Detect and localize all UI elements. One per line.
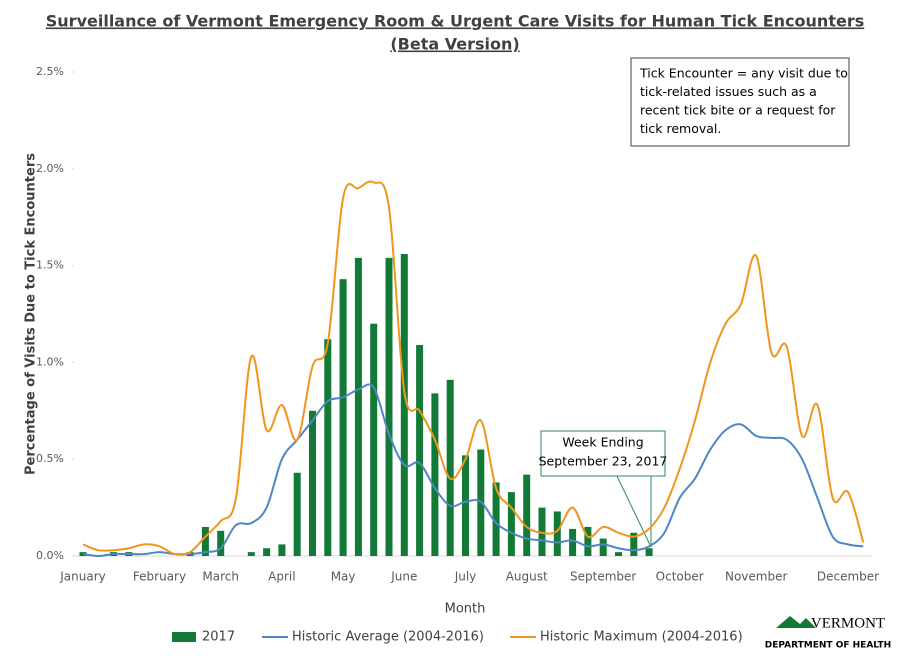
y-tick-label: 2.0% xyxy=(36,162,64,175)
bar xyxy=(507,492,515,556)
callout-box xyxy=(540,430,666,477)
bar xyxy=(630,532,638,556)
bar xyxy=(400,253,408,556)
x-tick-label: February xyxy=(133,570,186,584)
legend-swatch xyxy=(172,632,196,642)
bar xyxy=(492,482,500,556)
note-box xyxy=(630,57,850,147)
x-tick-label: August xyxy=(506,570,548,584)
x-tick-label: March xyxy=(202,570,239,584)
x-tick-label: September xyxy=(570,570,636,584)
y-tick-label: 1.5% xyxy=(36,259,64,272)
annotation-text: recent tick bite or a request for xyxy=(640,103,836,118)
bar xyxy=(462,455,469,556)
bar xyxy=(615,552,622,556)
bar xyxy=(599,538,607,556)
bar xyxy=(309,410,316,556)
bar xyxy=(523,474,531,556)
logo-icon xyxy=(776,616,816,628)
annotation-text: September 23, 2017 xyxy=(539,454,668,469)
x-tick-label: June xyxy=(390,570,417,584)
x-tick-label: July xyxy=(454,570,477,584)
annotation-text: Tick Encounter = any visit due to xyxy=(639,66,848,81)
x-tick-label: December xyxy=(817,570,879,584)
bar xyxy=(446,379,454,556)
y-tick-label: 1.0% xyxy=(36,355,64,368)
legend-label: 2017 xyxy=(202,630,235,645)
x-tick-label: October xyxy=(656,570,704,584)
legend-label: Historic Average (2004-2016) xyxy=(292,630,484,645)
annotation-text: tick-related issues such as a xyxy=(640,84,817,99)
bar xyxy=(263,548,271,556)
chart-subtitle: (Beta Version) xyxy=(390,35,519,54)
bar xyxy=(339,279,347,556)
line xyxy=(82,383,864,558)
bar xyxy=(324,339,332,556)
y-tick-label: 0.0% xyxy=(36,549,64,562)
bar xyxy=(569,528,577,556)
bar xyxy=(217,530,225,556)
bar xyxy=(431,393,439,556)
bar xyxy=(79,552,87,556)
x-tick-label: January xyxy=(59,570,106,584)
bar xyxy=(584,526,592,556)
callout-pointer xyxy=(616,475,652,548)
bar xyxy=(293,472,301,556)
chart-title: Surveillance of Vermont Emergency Room &… xyxy=(46,12,864,31)
bar xyxy=(201,526,209,556)
logo-subtext: DEPARTMENT OF HEALTH xyxy=(765,641,891,651)
y-tick-label: 0.5% xyxy=(36,452,64,465)
x-tick-label: May xyxy=(331,570,356,584)
bar xyxy=(416,344,424,556)
annotation-text: tick removal. xyxy=(640,121,721,136)
y-axis-title: Percentage of Visits Due to Tick Encount… xyxy=(24,153,39,475)
bar xyxy=(645,548,653,556)
bar xyxy=(247,552,255,556)
bar xyxy=(553,511,561,556)
logo-text: VERMONT xyxy=(811,615,885,631)
x-tick-label: April xyxy=(268,570,295,584)
x-axis-title: Month xyxy=(445,602,486,617)
logo: VERMONT DEPARTMENT OF HEALTH xyxy=(765,615,891,650)
bar xyxy=(385,257,393,556)
bar xyxy=(354,257,362,556)
line xyxy=(82,180,865,556)
y-tick-label: 2.5% xyxy=(36,65,64,78)
bar xyxy=(370,323,378,556)
x-tick-label: November xyxy=(725,570,787,584)
legend-label: Historic Maximum (2004-2016) xyxy=(540,630,743,645)
bar xyxy=(278,544,286,556)
annotation-text: Week Ending xyxy=(562,435,643,450)
